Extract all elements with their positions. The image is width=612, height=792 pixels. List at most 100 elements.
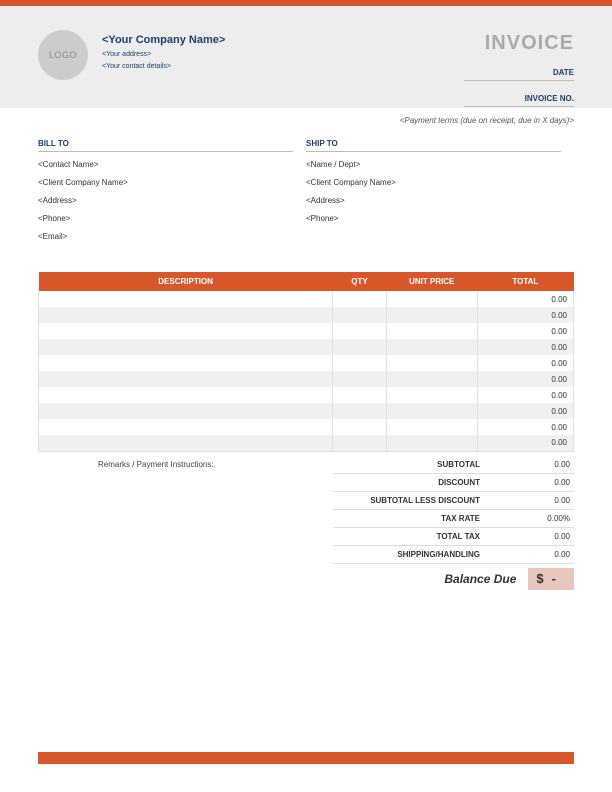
cell-qty <box>333 307 387 323</box>
line-items-table: DESCRIPTION QTY UNIT PRICE TOTAL 0.000.0… <box>38 272 574 452</box>
cell-unit-price <box>386 419 477 435</box>
summary-row: SUBTOTAL0.00 <box>333 456 574 474</box>
company-name: <Your Company Name> <box>102 34 225 46</box>
balance-due-row: Balance Due $ - <box>333 568 574 590</box>
summary-row: SUBTOTAL LESS DISCOUNT0.00 <box>333 492 574 510</box>
col-unit-price: UNIT PRICE <box>386 272 477 291</box>
ship-to-heading: SHIP TO <box>306 139 561 152</box>
table-row: 0.00 <box>39 387 574 403</box>
cell-qty <box>333 355 387 371</box>
cell-unit-price <box>386 339 477 355</box>
table-row: 0.00 <box>39 419 574 435</box>
table-row: 0.00 <box>39 355 574 371</box>
company-info: <Your Company Name> <Your address> <Your… <box>102 34 225 80</box>
cell-qty <box>333 371 387 387</box>
summary-label: DISCOUNT <box>333 478 510 487</box>
cell-unit-price <box>386 371 477 387</box>
table-row: 0.00 <box>39 371 574 387</box>
cell-qty <box>333 291 387 307</box>
remarks-label: Remarks / Payment Instructions: <box>38 456 333 590</box>
summary-label: TOTAL TAX <box>333 532 510 541</box>
cell-total: 0.00 <box>477 307 573 323</box>
cell-total: 0.00 <box>477 291 573 307</box>
bill-to-line: <Address> <box>38 196 306 205</box>
cell-unit-price <box>386 355 477 371</box>
payment-terms: <Payment terms (due on receipt, due in X… <box>0 108 612 125</box>
cell-total: 0.00 <box>477 419 573 435</box>
cell-total: 0.00 <box>477 355 573 371</box>
summary-label: SUBTOTAL LESS DISCOUNT <box>333 496 510 505</box>
summary-row: DISCOUNT0.00 <box>333 474 574 492</box>
invoice-no-label: INVOICE NO. <box>464 91 574 107</box>
bottom-accent-bar <box>38 752 574 764</box>
summary-value: 0.00 <box>510 496 570 505</box>
cell-description <box>39 339 333 355</box>
cell-description <box>39 403 333 419</box>
cell-qty <box>333 403 387 419</box>
cell-total: 0.00 <box>477 371 573 387</box>
table-row: 0.00 <box>39 339 574 355</box>
ship-to-block: SHIP TO <Name / Dept> <Client Company Nam… <box>306 139 574 250</box>
invoice-meta: INVOICE DATE INVOICE NO. <box>464 32 574 107</box>
cell-description <box>39 323 333 339</box>
summary-row: SHIPPING/HANDLING0.00 <box>333 546 574 564</box>
cell-total: 0.00 <box>477 403 573 419</box>
bill-to-line: <Client Company Name> <box>38 178 306 187</box>
invoice-title: INVOICE <box>464 32 574 55</box>
summary-value: 0.00 <box>510 550 570 559</box>
date-label: DATE <box>464 65 574 81</box>
cell-description <box>39 435 333 451</box>
summary-row: TOTAL TAX0.00 <box>333 528 574 546</box>
cell-description <box>39 307 333 323</box>
summary-label: SHIPPING/HANDLING <box>333 550 510 559</box>
cell-unit-price <box>386 307 477 323</box>
cell-total: 0.00 <box>477 339 573 355</box>
summary-label: SUBTOTAL <box>333 460 510 469</box>
cell-description <box>39 291 333 307</box>
bill-to-heading: BILL TO <box>38 139 293 152</box>
summary-block: SUBTOTAL0.00DISCOUNT0.00SUBTOTAL LESS DI… <box>333 456 574 590</box>
bill-to-block: BILL TO <Contact Name> <Client Company Na… <box>38 139 306 250</box>
cell-qty <box>333 387 387 403</box>
cell-qty <box>333 339 387 355</box>
balance-currency: $ <box>528 571 551 586</box>
cell-description <box>39 387 333 403</box>
ship-to-line: <Phone> <box>306 214 574 223</box>
summary-value: 0.00 <box>510 460 570 469</box>
table-row: 0.00 <box>39 323 574 339</box>
cell-unit-price <box>386 403 477 419</box>
cell-total: 0.00 <box>477 435 573 451</box>
bill-to-line: <Contact Name> <box>38 160 306 169</box>
logo-placeholder: LOGO <box>38 30 88 80</box>
summary-value: 0.00 <box>510 478 570 487</box>
summary-label: TAX RATE <box>333 514 510 523</box>
cell-qty <box>333 435 387 451</box>
col-description: DESCRIPTION <box>39 272 333 291</box>
cell-unit-price <box>386 435 477 451</box>
col-total: TOTAL <box>477 272 573 291</box>
line-items-region: DESCRIPTION QTY UNIT PRICE TOTAL 0.000.0… <box>0 250 612 452</box>
cell-qty <box>333 323 387 339</box>
bill-to-line: <Phone> <box>38 214 306 223</box>
bill-to-line: <Email> <box>38 232 306 241</box>
cell-description <box>39 371 333 387</box>
addresses-region: BILL TO <Contact Name><Client Company Na… <box>0 125 612 250</box>
ship-to-line: <Address> <box>306 196 574 205</box>
cell-description <box>39 355 333 371</box>
summary-value: 0.00 <box>510 532 570 541</box>
table-row: 0.00 <box>39 435 574 451</box>
company-address: <Your address> <box>102 51 225 58</box>
cell-unit-price <box>386 323 477 339</box>
below-table-region: Remarks / Payment Instructions: SUBTOTAL… <box>0 452 612 590</box>
ship-to-line: <Client Company Name> <box>306 178 574 187</box>
cell-unit-price <box>386 291 477 307</box>
col-qty: QTY <box>333 272 387 291</box>
cell-total: 0.00 <box>477 387 573 403</box>
summary-value: 0.00% <box>510 514 570 523</box>
table-row: 0.00 <box>39 403 574 419</box>
cell-unit-price <box>386 387 477 403</box>
ship-to-line: <Name / Dept> <box>306 160 574 169</box>
company-contact: <Your contact details> <box>102 63 225 70</box>
table-row: 0.00 <box>39 291 574 307</box>
cell-total: 0.00 <box>477 323 573 339</box>
